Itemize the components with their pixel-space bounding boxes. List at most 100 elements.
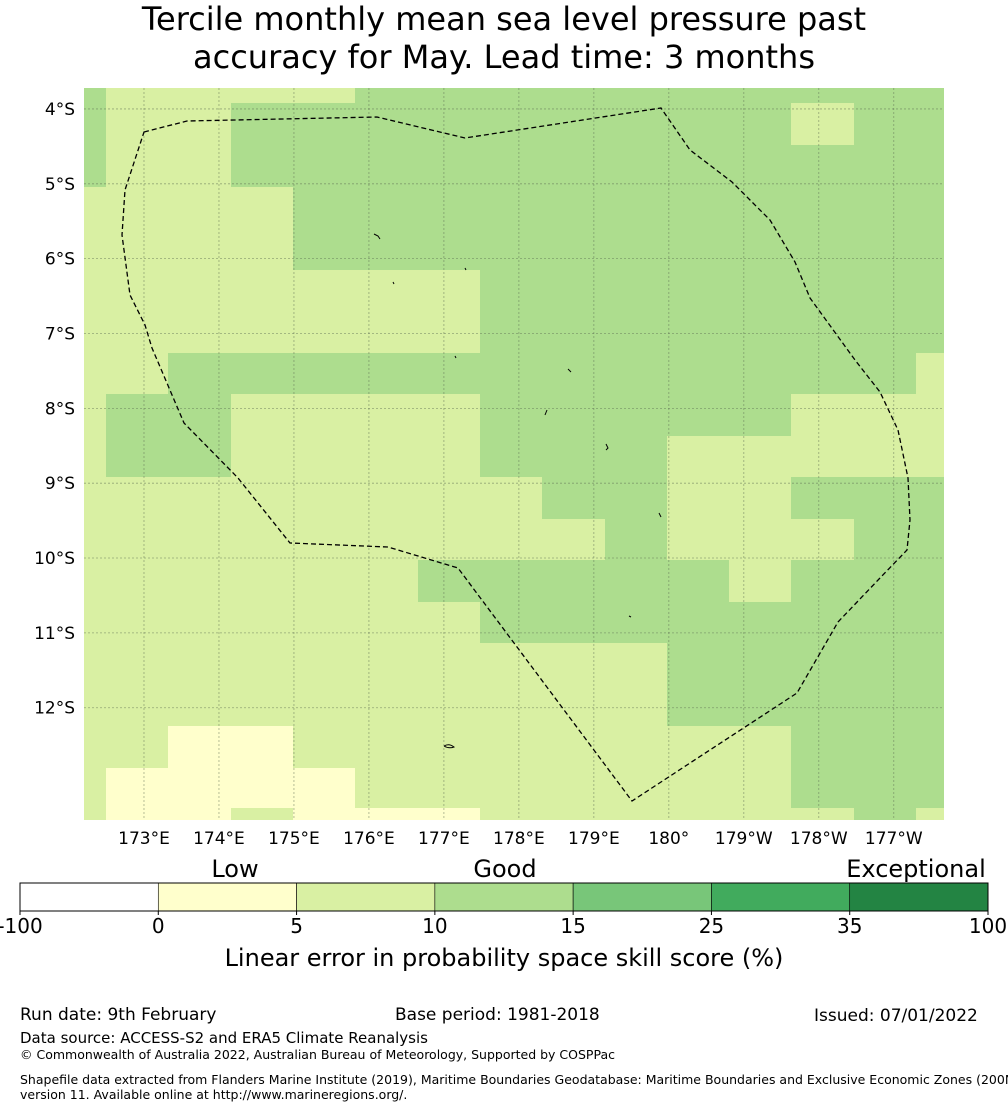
skill-cell [605,560,668,603]
skill-cell [854,560,917,603]
skill-cell [605,519,668,561]
shapefile-credit-1: Shapefile data extracted from Flanders M… [20,1072,1008,1087]
skill-cell [854,643,917,686]
skill-cell [605,311,668,354]
skill-cell [106,643,169,686]
skill-cell [854,477,917,520]
skill-cell [231,311,294,354]
skill-cell [916,726,944,769]
skill-cell [791,394,855,437]
skill-cell [729,145,792,188]
skill-cell [418,643,481,686]
skill-cell [418,103,481,146]
base-period: Base period: 1981-2018 [395,1005,600,1025]
skill-cell [84,187,107,229]
skill-cell [106,394,169,437]
skill-cell [916,602,944,644]
skill-cell [729,519,792,561]
skill-cell [84,145,107,188]
skill-cell [480,311,543,354]
skill-cell [480,270,543,312]
skill-cell [84,270,107,312]
skill-cell [231,726,294,769]
skill-cell [168,685,232,727]
skill-cell [293,311,356,354]
skill-cell [605,726,668,769]
skill-cell [916,768,944,809]
x-tick-label: 178°W [790,829,848,849]
skill-cell [791,808,855,820]
skill-cell [605,103,668,146]
skill-cell [542,643,606,686]
island-outline [544,409,548,416]
skill-cell [667,560,730,603]
skill-cell [168,353,232,395]
skill-cell [106,560,169,603]
title-line-1: Tercile monthly mean sea level pressure … [141,0,867,38]
skill-cell [418,311,481,354]
island-outline [464,267,467,271]
skill-cell [605,808,668,820]
y-tick-label: 7°S [45,324,75,344]
skill-cell [168,270,232,312]
colorbar-tick-label: 35 [837,914,862,938]
skill-cell [542,88,606,104]
skill-cell [542,145,606,188]
skill-cell [729,477,792,520]
colorbar-segment [572,882,712,912]
skill-cell [355,145,419,188]
skill-cell [791,145,855,188]
skill-cell [106,726,169,769]
colorbar-segment [434,882,574,912]
skill-cell [667,519,730,561]
copyright: © Commonwealth of Australia 2022, Austra… [20,1047,615,1062]
skill-cell [106,808,169,820]
skill-cell [106,187,169,229]
skill-cell [854,270,917,312]
skill-cell [168,88,232,104]
skill-grid [84,88,944,820]
skill-cell [231,768,294,809]
skill-cell [729,768,792,809]
skill-cell [605,88,668,104]
x-axis-ticks: 173°E 174°E 175°E 176°E 177°E 178°E 179°E 180° 1… [118,829,923,849]
skill-cell [418,394,481,437]
skill-cell [480,436,543,478]
skill-cell [84,519,107,561]
skill-cell [106,685,169,727]
skill-cell [168,436,232,478]
skill-cell [791,768,855,809]
skill-cell [667,685,730,727]
skill-cell [84,726,107,769]
skill-cell [480,477,543,520]
colorbar-tick-label: -100 [0,914,43,938]
skill-cell [667,726,730,769]
skill-cell [854,353,917,395]
skill-cell [791,685,855,727]
skill-cell [791,187,855,229]
skill-cell [729,187,792,229]
skill-cell [355,560,419,603]
skill-cell [293,353,356,395]
skill-cell [916,270,944,312]
skill-cell [854,187,917,229]
skill-cell [293,88,356,104]
skill-cell [916,477,944,520]
skill-cell [854,311,917,354]
skill-cell [605,228,668,271]
chart-title: Tercile monthly mean sea level pressure … [0,0,1008,76]
x-tick-label: 174°E [193,829,245,849]
skill-cell [916,519,944,561]
graticule [84,88,944,820]
skill-cell [84,88,107,104]
skill-cell [854,602,917,644]
skill-cell [231,685,294,727]
skill-cell [542,228,606,271]
skill-cell [854,228,917,271]
skill-cell [605,394,668,437]
skill-cell [355,768,419,809]
y-axis-ticks: 4°S 5°S 6°S 7°S 8°S 9°S 10°S 11°S 12°S [34,100,75,719]
skill-cell [542,311,606,354]
skill-cell [542,394,606,437]
